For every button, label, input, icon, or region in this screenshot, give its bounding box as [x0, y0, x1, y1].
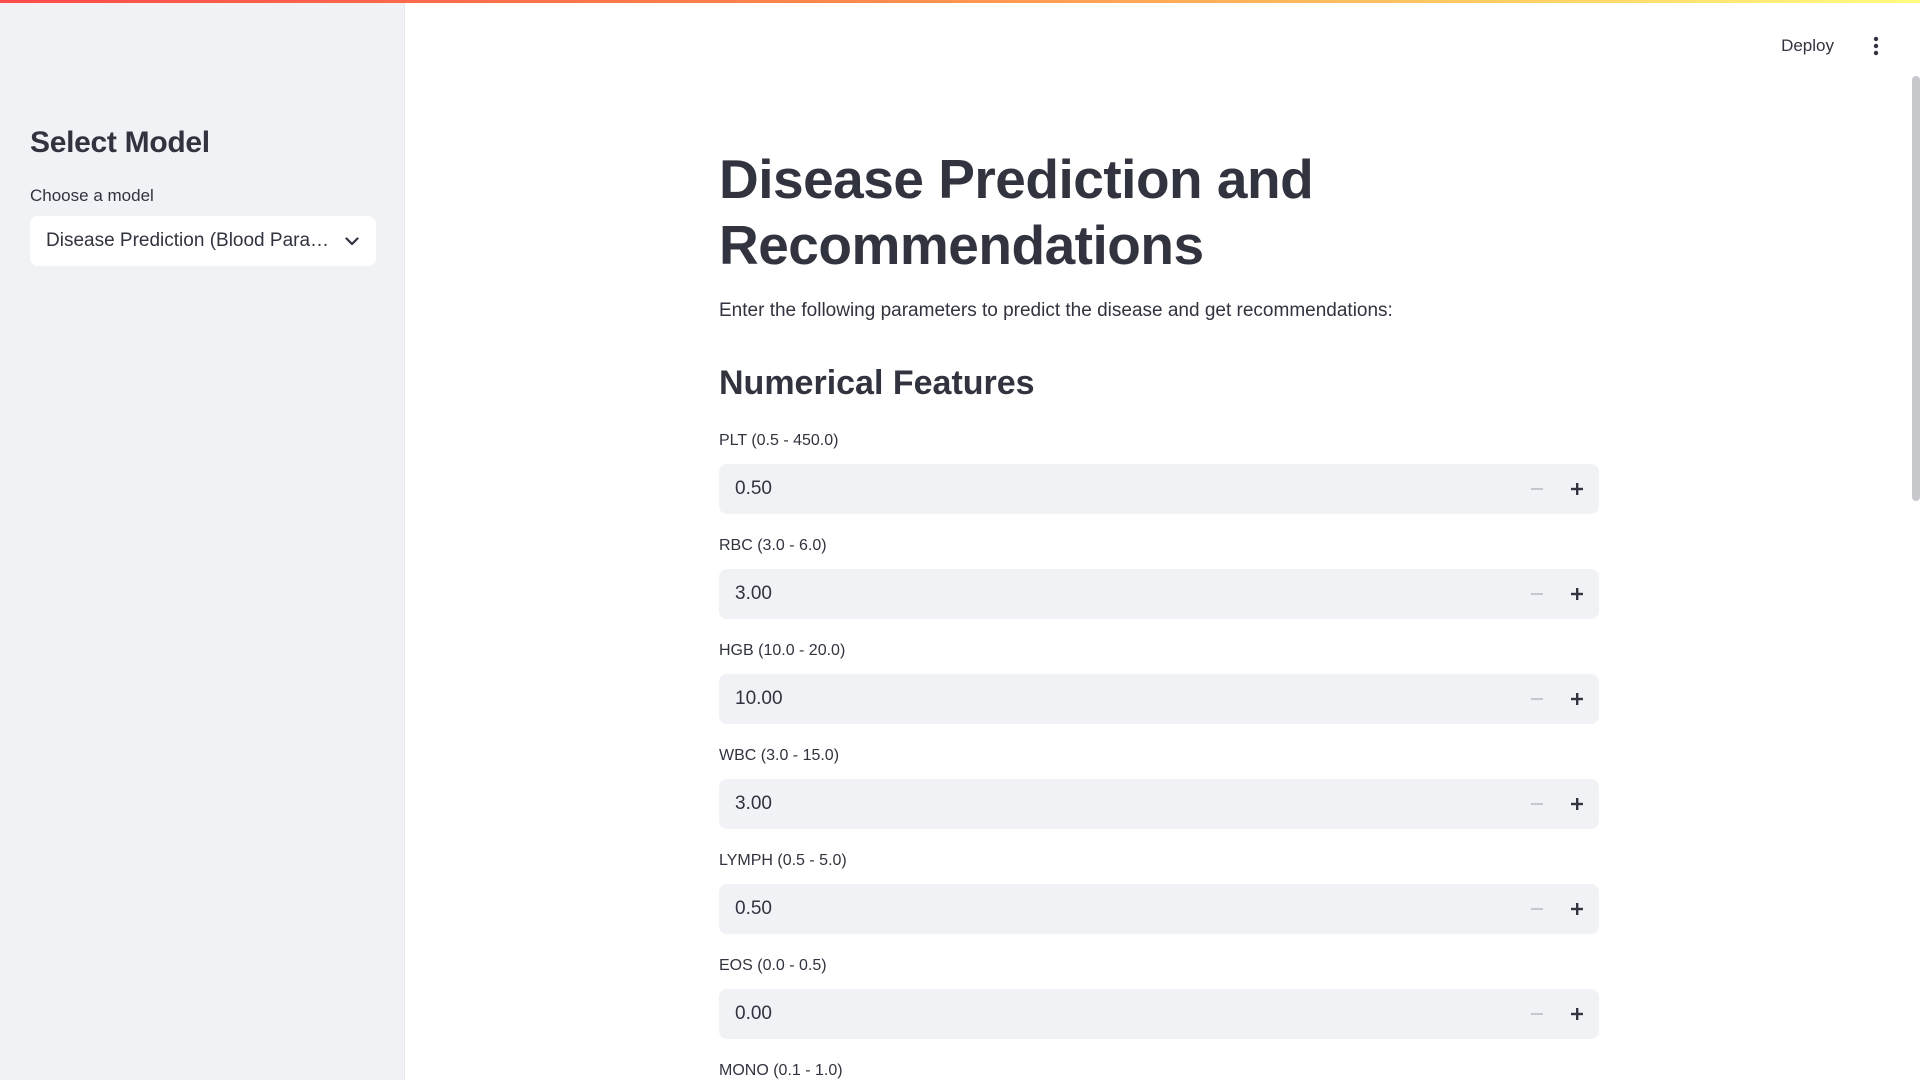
field-lymph: LYMPH (0.5 - 5.0) 0.50 — [719, 850, 1599, 934]
input-value[interactable]: 10.00 — [735, 688, 783, 709]
deploy-button[interactable]: Deploy — [1775, 32, 1840, 60]
decrement-icon[interactable] — [1517, 569, 1557, 619]
field-label: WBC (3.0 - 15.0) — [719, 747, 840, 764]
field-mono: MONO (0.1 - 1.0) — [719, 1060, 1599, 1082]
decrement-icon[interactable] — [1517, 674, 1557, 724]
decrement-icon[interactable] — [1517, 779, 1557, 829]
intro-text: Enter the following parameters to predic… — [719, 300, 1393, 321]
decrement-icon[interactable] — [1517, 989, 1557, 1039]
page-title: Disease Prediction and Recommendations — [719, 148, 1314, 276]
field-label: PLT (0.5 - 450.0) — [719, 432, 839, 449]
increment-icon[interactable] — [1557, 569, 1597, 619]
model-select-value: Disease Prediction (Blood Para… — [46, 230, 330, 251]
wbc-number-input[interactable]: 3.00 — [719, 779, 1599, 829]
input-value[interactable]: 3.00 — [735, 583, 772, 604]
input-value[interactable]: 0.00 — [735, 1003, 772, 1024]
field-label: RBC (3.0 - 6.0) — [719, 537, 827, 554]
model-select[interactable]: Disease Prediction (Blood Para… — [30, 216, 376, 266]
field-label: EOS (0.0 - 0.5) — [719, 957, 827, 974]
decrement-icon[interactable] — [1517, 884, 1557, 934]
field-label: MONO (0.1 - 1.0) — [719, 1062, 843, 1079]
field-label: LYMPH (0.5 - 5.0) — [719, 852, 847, 869]
eos-number-input[interactable]: 0.00 — [719, 989, 1599, 1039]
chevron-down-icon — [344, 233, 360, 249]
field-wbc: WBC (3.0 - 15.0) 3.00 — [719, 745, 1599, 829]
header-actions: Deploy — [1620, 30, 1920, 62]
lymph-number-input[interactable]: 0.50 — [719, 884, 1599, 934]
page-scrollbar[interactable] — [1912, 76, 1920, 501]
decrement-icon[interactable] — [1517, 464, 1557, 514]
hgb-number-input[interactable]: 10.00 — [719, 674, 1599, 724]
increment-icon[interactable] — [1557, 674, 1597, 724]
field-eos: EOS (0.0 - 0.5) 0.00 — [719, 955, 1599, 1039]
main-content: Disease Prediction and Recommendations E… — [719, 0, 1599, 1080]
input-value[interactable]: 0.50 — [735, 898, 772, 919]
top-decoration-bar — [0, 0, 1920, 3]
field-label: HGB (10.0 - 20.0) — [719, 642, 846, 659]
field-plt: PLT (0.5 - 450.0) 0.50 — [719, 430, 1599, 514]
input-value[interactable]: 0.50 — [735, 478, 772, 499]
increment-icon[interactable] — [1557, 989, 1597, 1039]
kebab-menu-icon[interactable] — [1866, 34, 1886, 58]
increment-icon[interactable] — [1557, 464, 1597, 514]
field-hgb: HGB (10.0 - 20.0) 10.00 — [719, 640, 1599, 724]
increment-icon[interactable] — [1557, 779, 1597, 829]
field-rbc: RBC (3.0 - 6.0) 3.00 — [719, 535, 1599, 619]
sidebar: Select Model Choose a model Disease Pred… — [0, 0, 405, 1080]
plt-number-input[interactable]: 0.50 — [719, 464, 1599, 514]
section-title: Numerical Features — [719, 364, 1035, 402]
input-value[interactable]: 3.00 — [735, 793, 772, 814]
sidebar-title: Select Model — [30, 126, 210, 159]
increment-icon[interactable] — [1557, 884, 1597, 934]
model-select-label: Choose a model — [30, 186, 154, 205]
rbc-number-input[interactable]: 3.00 — [719, 569, 1599, 619]
